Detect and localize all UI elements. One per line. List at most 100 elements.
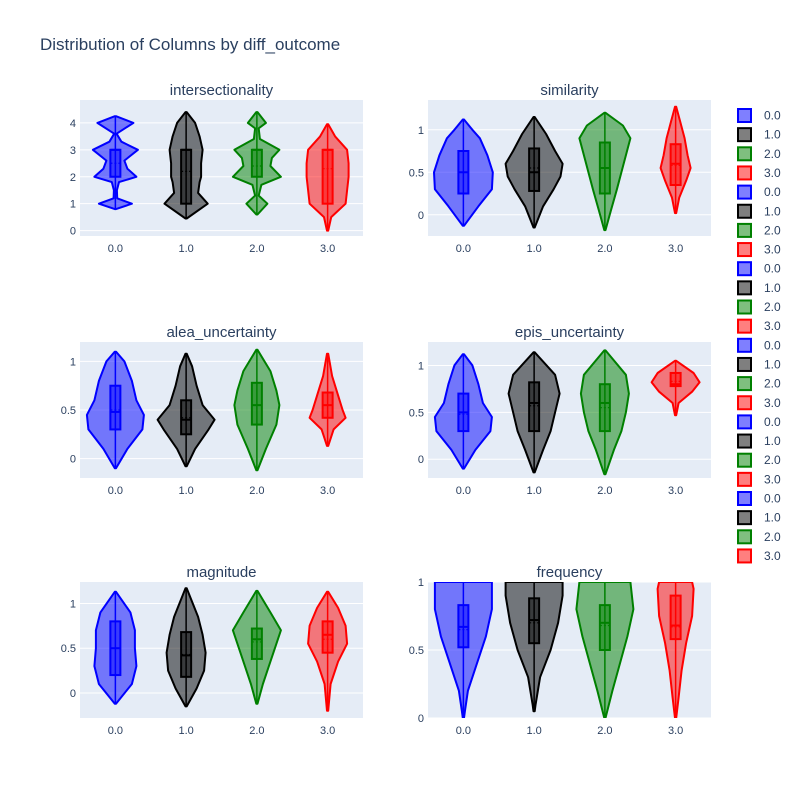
box-1.0[interactable] (528, 147, 541, 192)
y-tick-label: 0.5 (409, 167, 424, 179)
legend-item-0.0[interactable]: 0.0 (737, 108, 781, 123)
box-2.0[interactable] (250, 148, 263, 178)
legend-label[interactable]: 1.0 (764, 434, 781, 448)
chart-title: Distribution of Columns by diff_outcome (40, 35, 340, 54)
legend-label[interactable]: 0.0 (764, 492, 781, 506)
legend-swatch[interactable] (737, 414, 752, 430)
legend-swatch[interactable] (737, 471, 752, 487)
legend-swatch[interactable] (737, 376, 752, 392)
box-1.0[interactable] (180, 148, 193, 205)
box-3.0[interactable] (669, 371, 682, 388)
legend-swatch[interactable] (737, 337, 752, 353)
box-2.0[interactable] (250, 381, 263, 426)
box-2.0[interactable] (598, 604, 611, 651)
legend-swatch[interactable] (737, 127, 752, 143)
legend-label[interactable]: 1.0 (764, 128, 781, 142)
legend-label[interactable]: 2.0 (764, 223, 781, 237)
legend-item-0.0[interactable]: 0.0 (737, 491, 781, 506)
legend-swatch[interactable] (737, 261, 752, 277)
legend-label[interactable]: 2.0 (764, 300, 781, 314)
subplot-title: alea_uncertainty (166, 324, 277, 341)
legend-item-0.0[interactable]: 0.0 (737, 261, 781, 277)
legend-label[interactable]: 0.0 (764, 415, 781, 429)
legend-label[interactable]: 1.0 (764, 357, 781, 371)
legend-label[interactable]: 1.0 (764, 204, 781, 218)
legend-label[interactable]: 3.0 (764, 549, 781, 563)
legend-item-1.0[interactable]: 1.0 (737, 280, 781, 296)
y-tick-label: 0 (418, 210, 424, 222)
legend-item-2.0[interactable]: 2.0 (737, 452, 781, 468)
legend-item-3.0[interactable]: 3.0 (737, 548, 781, 564)
legend-swatch[interactable] (737, 146, 752, 162)
legend-label[interactable]: 3.0 (764, 319, 781, 333)
legend-swatch[interactable] (737, 299, 752, 315)
y-tick-label: 0.5 (61, 405, 76, 417)
legend-item-3.0[interactable]: 3.0 (737, 395, 781, 411)
legend-swatch[interactable] (737, 510, 752, 526)
legend-swatch[interactable] (737, 242, 752, 258)
box-3.0[interactable] (321, 148, 334, 205)
subplot-alea_uncertainty: 0 0.5 1 0.0 1.0 2.0 3.0 alea_uncertainty (61, 324, 363, 497)
legend-item-0.0[interactable]: 0.0 (737, 337, 781, 353)
legend-label[interactable]: 0.0 (764, 338, 781, 352)
legend-item-1.0[interactable]: 1.0 (737, 127, 781, 143)
legend-label[interactable]: 2.0 (764, 377, 781, 391)
legend-item-1.0[interactable]: 1.0 (737, 433, 781, 449)
legend-item-3.0[interactable]: 3.0 (737, 242, 781, 258)
y-tick-label: 1 (418, 125, 424, 137)
legend-item-2.0[interactable]: 2.0 (737, 146, 781, 162)
legend-item-2.0[interactable]: 2.0 (737, 529, 781, 545)
legend-swatch[interactable] (737, 108, 752, 123)
legend-swatch[interactable] (737, 203, 752, 219)
box-2.0[interactable] (250, 627, 263, 660)
legend-item-3.0[interactable]: 3.0 (737, 471, 781, 487)
violins (85, 348, 347, 472)
legend-item-1.0[interactable]: 1.0 (737, 203, 781, 219)
legend-item-3.0[interactable]: 3.0 (737, 318, 781, 334)
box-3.0[interactable] (669, 594, 682, 641)
legend-swatch[interactable] (737, 165, 752, 181)
legend-label[interactable]: 3.0 (764, 472, 781, 486)
legend-swatch[interactable] (737, 280, 752, 296)
legend-label[interactable]: 3.0 (764, 166, 781, 180)
legend-item-3.0[interactable]: 3.0 (737, 165, 781, 181)
y-tick-label: 4 (70, 118, 76, 130)
legend-label[interactable]: 1.0 (764, 281, 781, 295)
legend-label[interactable]: 0.0 (764, 109, 781, 123)
legend-swatch[interactable] (737, 318, 752, 334)
subplot-title: intersectionality (170, 82, 274, 99)
legend-item-1.0[interactable]: 1.0 (737, 356, 781, 372)
violins (433, 105, 692, 232)
y-tick-label: 0 (418, 713, 424, 725)
legend-swatch[interactable] (737, 184, 752, 200)
legend-label[interactable]: 0.0 (764, 185, 781, 199)
legend-item-0.0[interactable]: 0.0 (737, 414, 781, 430)
legend-swatch[interactable] (737, 452, 752, 468)
legend-swatch[interactable] (737, 395, 752, 411)
legend-item-2.0[interactable]: 2.0 (737, 376, 781, 392)
legend-label[interactable]: 2.0 (764, 453, 781, 467)
legend-swatch[interactable] (737, 356, 752, 372)
legend-label[interactable]: 0.0 (764, 262, 781, 276)
y-tick-label: 0 (418, 454, 424, 466)
box-0.0[interactable] (109, 384, 122, 431)
legend[interactable]: 0.0 1.0 2.0 3.0 0.0 1.0 2.0 3.0 0.0 1.0 2.0 3.0 0.0 1… (737, 108, 781, 564)
x-tick-label: 0.0 (108, 725, 123, 737)
legend-label[interactable]: 2.0 (764, 530, 781, 544)
box-3.0[interactable] (321, 620, 334, 654)
legend-swatch[interactable] (737, 433, 752, 449)
legend-item-1.0[interactable]: 1.0 (737, 510, 781, 526)
box-1.0[interactable] (528, 381, 541, 433)
legend-label[interactable]: 3.0 (764, 243, 781, 257)
legend-item-2.0[interactable]: 2.0 (737, 299, 781, 315)
legend-swatch[interactable] (737, 529, 752, 545)
legend-swatch[interactable] (737, 491, 752, 506)
legend-swatch[interactable] (737, 222, 752, 238)
legend-label[interactable]: 3.0 (764, 396, 781, 410)
legend-label[interactable]: 2.0 (764, 147, 781, 161)
legend-label[interactable]: 1.0 (764, 511, 781, 525)
legend-item-0.0[interactable]: 0.0 (737, 184, 781, 200)
legend-item-2.0[interactable]: 2.0 (737, 222, 781, 238)
legend-swatch[interactable] (737, 548, 752, 564)
